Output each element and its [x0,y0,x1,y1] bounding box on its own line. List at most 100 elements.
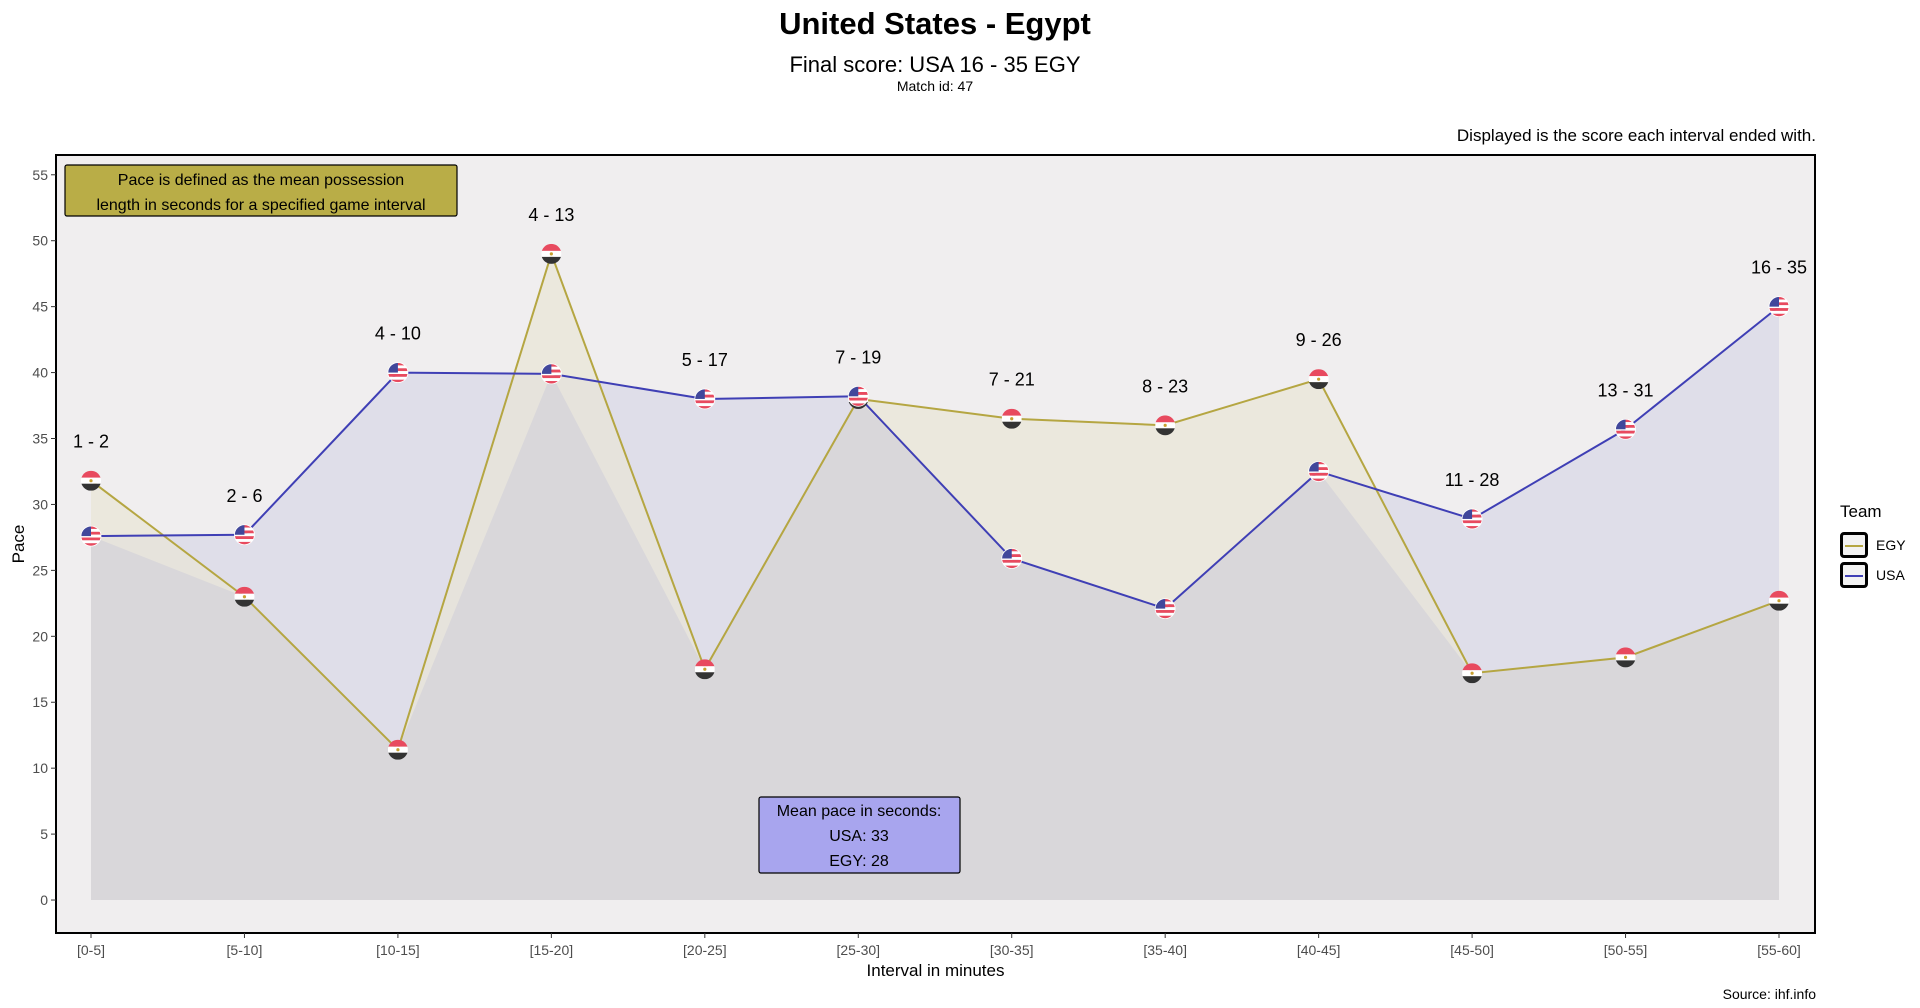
egy-flag-eagle [549,252,553,256]
egy-flag-red [81,470,101,478]
pace-definition-box [64,164,458,217]
usa-flag-stripe [541,381,562,384]
x-tick-label: [5-10] [227,942,263,958]
usa-flag-body [234,524,255,545]
usa-flag-stripe [81,543,101,547]
pace-definition-line2: length in seconds for a specified game i… [96,197,425,214]
score-label: 7 - 21 [989,370,1035,390]
egy-point [81,470,101,491]
usa-point [1001,548,1023,569]
egy-point [1769,590,1789,611]
x-tick-label: [35-40] [1143,942,1187,958]
source-caption: Source: ihf.info [1722,986,1816,1002]
score-label: 1 - 2 [73,432,109,452]
egy-flag-eagle [1623,655,1628,660]
usa-flag-stripe [1615,430,1636,434]
egy-flag-black [694,672,715,680]
usa-flag-body [387,362,408,383]
usa-flag-stripe [1769,313,1789,317]
y-tick-label: 45 [32,299,48,315]
legend-key-egy [1840,532,1868,558]
usa-flag-body [541,363,562,384]
egy-point [1001,408,1022,429]
egy-flag-red [1308,369,1329,377]
egy-flag-body [1155,415,1176,436]
legend-title: Team [1840,502,1882,521]
mean-pace-title: Mean pace in seconds: [777,803,942,820]
score-label: 2 - 6 [226,486,262,506]
usa-line [90,305,1780,610]
usa-flag-ring [1615,418,1636,440]
usa-flag-ring [694,388,716,410]
legend-label-usa: USA [1876,567,1905,583]
legend-item-egy: EGY [1840,530,1906,560]
usa-flag-stripe [694,403,715,407]
usa-point [234,524,255,546]
x-tick-label: [25-30] [836,942,880,958]
y-tick-label: 5 [40,826,48,842]
score-label: 4 - 10 [375,324,421,344]
x-tick-label: [55-60] [1757,942,1801,958]
score-label: 9 - 26 [1296,330,1342,350]
score-label: 8 - 23 [1142,376,1188,396]
usa-flag-body [1462,508,1483,529]
usa-flag-ring [1001,548,1023,569]
egy-flag-body [81,470,101,491]
x-tick-label: [20-25] [683,942,727,958]
y-tick-label: 50 [32,233,48,249]
egy-flag-body [1615,647,1636,668]
usa-point [1308,461,1330,482]
egy-flag-eagle [242,595,247,599]
y-tick-label: 35 [32,431,48,447]
y-tick-label: 55 [32,167,48,183]
usa-point [1154,598,1176,620]
y-tick-label: 10 [32,760,48,776]
usa-flag-stripe [1615,436,1636,440]
egy-flag-red [1462,663,1483,671]
usa-flag-ring [847,385,869,407]
egy-flag-body [694,659,715,680]
egy-flag-body [1769,590,1789,611]
egy-flag-black [1462,676,1483,684]
usa-flag-stripe [1462,523,1483,527]
usa-flag-stripe [81,537,101,541]
usa-flag-stripe [1155,615,1176,619]
usa-flag-body [694,388,715,409]
usa-flag-stripe [1769,310,1789,314]
egy-flag-body [387,739,408,760]
usa-point [847,385,869,407]
usa-flag-stripe [541,378,562,382]
egy-flag-red [1615,647,1636,655]
score-note: Displayed is the score each interval end… [1456,126,1816,145]
egy-line [90,250,1780,752]
usa-flag-ring [1461,508,1483,530]
egy-flag-eagle [1163,423,1167,427]
usa-point [80,525,102,547]
usa-flag-stripe [234,536,255,540]
usa-flag-stripe [541,375,562,379]
score-label: 4 - 13 [528,205,574,225]
egy-flag-eagle [396,748,400,752]
egy-point [387,739,408,760]
usa-flag-canton [848,386,859,397]
y-tick-label: 20 [32,628,48,644]
usa-flag-stripe [1462,520,1483,524]
usa-point [694,388,716,410]
usa-point [1768,296,1790,318]
usa-flag-stripe [848,403,869,407]
chart-title: United States - Egypt [779,6,1091,41]
egy-point [234,586,255,607]
usa-flag-body [848,386,869,407]
usa-flag-stripe [387,376,408,380]
egy-flag-body [234,586,255,607]
egy-flag-black [1001,421,1022,429]
usa-flag-stripe [1462,526,1483,529]
egy-flag-eagle [703,667,707,671]
usa-flag-stripe [694,400,715,404]
egy-flag-body [541,243,562,264]
legend-item-usa: USA [1840,560,1906,590]
usa-flag-ring [1154,598,1176,620]
egy-point [1462,663,1483,684]
score-label: 11 - 28 [1445,470,1500,490]
